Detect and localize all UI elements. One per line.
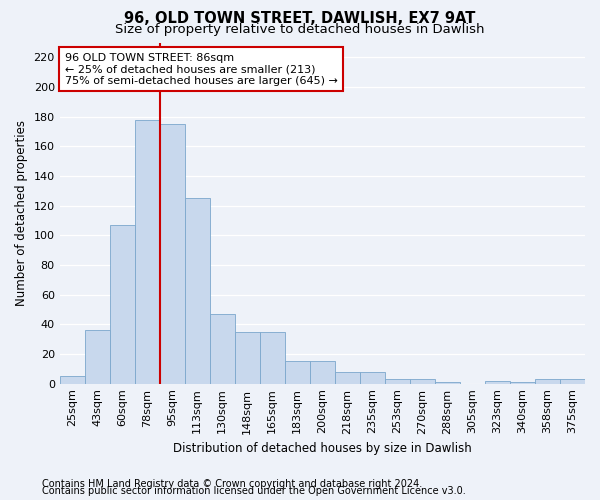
Bar <box>335 372 360 384</box>
Bar <box>110 225 135 384</box>
Bar <box>285 362 310 384</box>
Bar <box>185 198 210 384</box>
Bar <box>210 314 235 384</box>
Text: 96, OLD TOWN STREET, DAWLISH, EX7 9AT: 96, OLD TOWN STREET, DAWLISH, EX7 9AT <box>124 11 476 26</box>
Bar <box>85 330 110 384</box>
Text: Contains public sector information licensed under the Open Government Licence v3: Contains public sector information licen… <box>42 486 466 496</box>
Bar <box>360 372 385 384</box>
Bar <box>59 376 85 384</box>
Bar <box>160 124 185 384</box>
Text: 96 OLD TOWN STREET: 86sqm
← 25% of detached houses are smaller (213)
75% of semi: 96 OLD TOWN STREET: 86sqm ← 25% of detac… <box>65 52 338 86</box>
Bar <box>385 379 410 384</box>
Text: Size of property relative to detached houses in Dawlish: Size of property relative to detached ho… <box>115 22 485 36</box>
Bar <box>560 379 585 384</box>
Text: Contains HM Land Registry data © Crown copyright and database right 2024.: Contains HM Land Registry data © Crown c… <box>42 479 422 489</box>
Bar <box>485 380 510 384</box>
Bar <box>260 332 285 384</box>
Bar <box>135 120 160 384</box>
Y-axis label: Number of detached properties: Number of detached properties <box>15 120 28 306</box>
Bar <box>310 362 335 384</box>
Bar <box>435 382 460 384</box>
Bar <box>235 332 260 384</box>
Bar <box>535 379 560 384</box>
X-axis label: Distribution of detached houses by size in Dawlish: Distribution of detached houses by size … <box>173 442 472 455</box>
Bar <box>410 379 435 384</box>
Bar <box>510 382 535 384</box>
